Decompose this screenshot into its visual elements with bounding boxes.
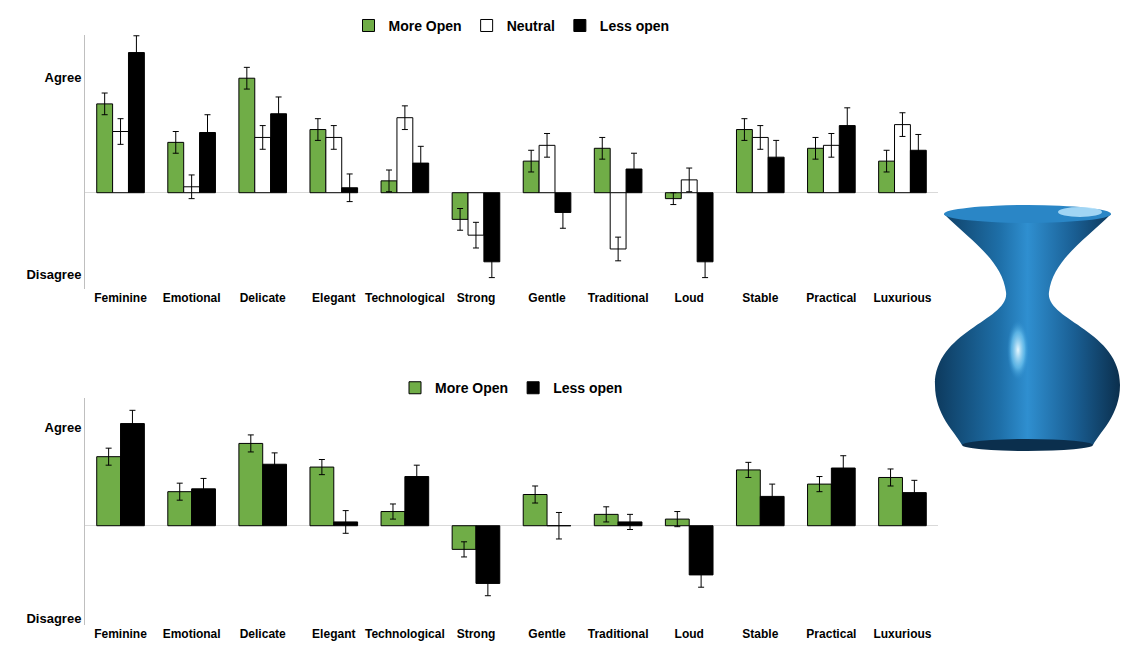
svg-text:Feminine: Feminine <box>94 627 147 641</box>
svg-text:Technological: Technological <box>365 627 445 641</box>
svg-text:Practical: Practical <box>806 291 856 305</box>
svg-text:Gentle: Gentle <box>528 291 566 305</box>
svg-text:Traditional: Traditional <box>588 291 649 305</box>
svg-text:Stable: Stable <box>742 291 778 305</box>
svg-text:Practical: Practical <box>806 627 856 641</box>
svg-text:Gentle: Gentle <box>528 627 566 641</box>
svg-text:Technological: Technological <box>365 291 445 305</box>
svg-text:Elegant: Elegant <box>312 627 355 641</box>
svg-text:Strong: Strong <box>457 627 496 641</box>
svg-text:Disagree: Disagree <box>26 267 81 282</box>
svg-text:Luxurious: Luxurious <box>873 627 931 641</box>
svg-text:Luxurious: Luxurious <box>873 291 931 305</box>
svg-text:Emotional: Emotional <box>163 291 221 305</box>
svg-text:Loud: Loud <box>675 627 704 641</box>
svg-text:Loud: Loud <box>675 291 704 305</box>
svg-text:Delicate: Delicate <box>240 291 286 305</box>
svg-text:Less open: Less open <box>600 18 669 34</box>
svg-text:More Open: More Open <box>389 18 462 34</box>
svg-text:Emotional: Emotional <box>163 627 221 641</box>
svg-text:Stable: Stable <box>742 627 778 641</box>
svg-text:Agree: Agree <box>45 420 82 435</box>
svg-text:Feminine: Feminine <box>94 291 147 305</box>
svg-text:Less open: Less open <box>553 380 622 396</box>
svg-text:Neutral: Neutral <box>507 18 555 34</box>
svg-text:Agree: Agree <box>45 70 82 85</box>
svg-text:Disagree: Disagree <box>26 611 81 626</box>
svg-text:Strong: Strong <box>457 291 496 305</box>
svg-text:Traditional: Traditional <box>588 627 649 641</box>
svg-text:Delicate: Delicate <box>240 627 286 641</box>
svg-text:More Open: More Open <box>435 380 508 396</box>
svg-text:Elegant: Elegant <box>312 291 355 305</box>
